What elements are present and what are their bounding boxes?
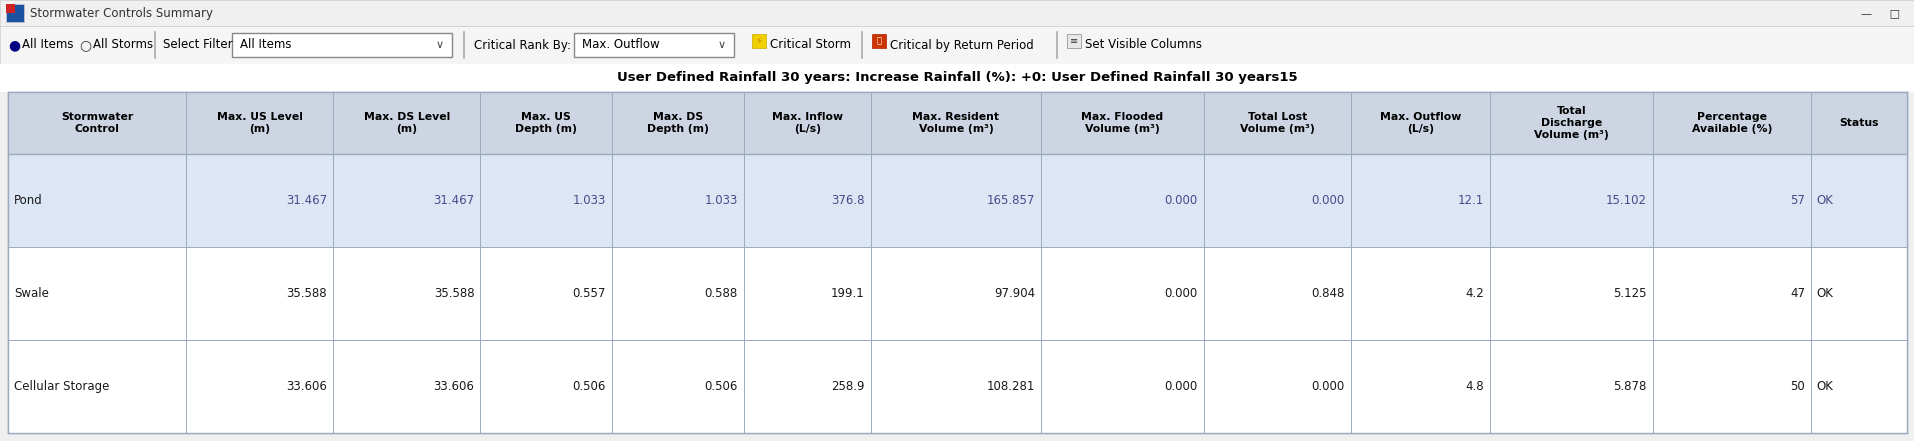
Text: Status: Status — [1837, 118, 1878, 128]
Text: 35.588: 35.588 — [434, 287, 475, 300]
Text: 33.606: 33.606 — [287, 380, 327, 393]
Text: 0.588: 0.588 — [704, 287, 737, 300]
Text: 0.506: 0.506 — [572, 380, 605, 393]
Text: Critical Storm: Critical Storm — [769, 38, 850, 52]
Text: 1.033: 1.033 — [572, 194, 605, 207]
Bar — [752, 34, 766, 48]
Text: 33.606: 33.606 — [433, 380, 475, 393]
Text: 0.000: 0.000 — [1311, 380, 1344, 393]
Text: Cellular Storage: Cellular Storage — [13, 380, 109, 393]
Text: All Items: All Items — [239, 38, 291, 52]
Bar — [0, 26, 1914, 64]
Text: 📅: 📅 — [877, 37, 880, 45]
Text: 5.125: 5.125 — [1614, 287, 1646, 300]
Text: Stormwater Controls Summary: Stormwater Controls Summary — [31, 7, 212, 19]
Text: ∨: ∨ — [436, 40, 444, 50]
Text: Max. Outflow
(L/s): Max. Outflow (L/s) — [1380, 112, 1460, 134]
Text: 0.848: 0.848 — [1311, 287, 1344, 300]
Text: 108.281: 108.281 — [986, 380, 1035, 393]
Text: 35.588: 35.588 — [287, 287, 327, 300]
Text: 5.878: 5.878 — [1614, 380, 1646, 393]
Text: 199.1: 199.1 — [831, 287, 865, 300]
Bar — [232, 33, 452, 57]
Text: Swale: Swale — [13, 287, 50, 300]
Text: Critical by Return Period: Critical by Return Period — [890, 38, 1034, 52]
Bar — [8, 92, 1906, 154]
Bar — [8, 154, 1906, 247]
Bar — [0, 64, 1914, 92]
Text: Max. Resident
Volume (m³): Max. Resident Volume (m³) — [911, 112, 999, 134]
Text: 31.467: 31.467 — [285, 194, 327, 207]
Bar — [8, 340, 1906, 433]
Text: User Defined Rainfall 30 years: Increase Rainfall (%): +0: User Defined Rainfall: User Defined Rainfall 30 years: Increase… — [616, 71, 1298, 85]
Text: Max. Inflow
(L/s): Max. Inflow (L/s) — [771, 112, 842, 134]
Text: 57: 57 — [1790, 194, 1805, 207]
Text: Max. DS Level
(m): Max. DS Level (m) — [364, 112, 450, 134]
Text: Max. DS
Depth (m): Max. DS Depth (m) — [647, 112, 708, 134]
Text: 31.467: 31.467 — [433, 194, 475, 207]
Bar — [0, 0, 1914, 26]
Text: Max. Outflow: Max. Outflow — [582, 38, 658, 52]
Text: ≡: ≡ — [1070, 36, 1078, 46]
Text: 1.033: 1.033 — [704, 194, 737, 207]
Text: Total
Discharge
Volume (m³): Total Discharge Volume (m³) — [1533, 105, 1608, 140]
Text: 0.000: 0.000 — [1311, 194, 1344, 207]
Text: 258.9: 258.9 — [831, 380, 865, 393]
Text: Percentage
Available (%): Percentage Available (%) — [1690, 112, 1770, 134]
Text: 47: 47 — [1790, 287, 1805, 300]
Text: Total Lost
Volume (m³): Total Lost Volume (m³) — [1240, 112, 1315, 134]
Text: 376.8: 376.8 — [831, 194, 865, 207]
Text: Set Visible Columns: Set Visible Columns — [1085, 38, 1202, 52]
Text: 165.857: 165.857 — [986, 194, 1035, 207]
Bar — [6, 4, 15, 13]
Text: 0.000: 0.000 — [1164, 287, 1196, 300]
Text: OK: OK — [1814, 380, 1832, 393]
Text: 4.2: 4.2 — [1464, 287, 1483, 300]
Text: Pond: Pond — [13, 194, 42, 207]
Text: Stormwater
Control: Stormwater Control — [61, 112, 134, 134]
Bar — [1066, 34, 1079, 48]
Bar — [8, 247, 1906, 340]
Text: 0.506: 0.506 — [704, 380, 737, 393]
Text: 50: 50 — [1790, 380, 1805, 393]
Text: All Storms: All Storms — [94, 38, 153, 52]
Text: 4.8: 4.8 — [1464, 380, 1483, 393]
Text: All Items: All Items — [21, 38, 73, 52]
Text: 15.102: 15.102 — [1606, 194, 1646, 207]
Text: Max. US
Depth (m): Max. US Depth (m) — [515, 112, 576, 134]
Text: ●: ● — [8, 38, 19, 52]
Text: OK: OK — [1814, 194, 1832, 207]
Text: Select Filter: Select Filter — [163, 38, 232, 52]
Bar — [8, 92, 1906, 433]
Text: Critical Rank By:: Critical Rank By: — [475, 38, 570, 52]
Text: OK: OK — [1814, 287, 1832, 300]
Text: 0.000: 0.000 — [1164, 380, 1196, 393]
Bar — [574, 33, 733, 57]
Text: Max. Flooded
Volume (m³): Max. Flooded Volume (m³) — [1081, 112, 1164, 134]
Text: 97.904: 97.904 — [993, 287, 1035, 300]
Text: ∨: ∨ — [718, 40, 725, 50]
Bar — [871, 34, 886, 48]
Text: ⚡: ⚡ — [756, 36, 762, 46]
Text: Max. US Level
(m): Max. US Level (m) — [216, 112, 302, 134]
Text: 0.000: 0.000 — [1164, 194, 1196, 207]
Text: 12.1: 12.1 — [1457, 194, 1483, 207]
Text: 0.557: 0.557 — [572, 287, 605, 300]
Bar — [6, 4, 25, 22]
Text: —     □: — □ — [1860, 8, 1899, 18]
Text: ○: ○ — [78, 38, 92, 52]
